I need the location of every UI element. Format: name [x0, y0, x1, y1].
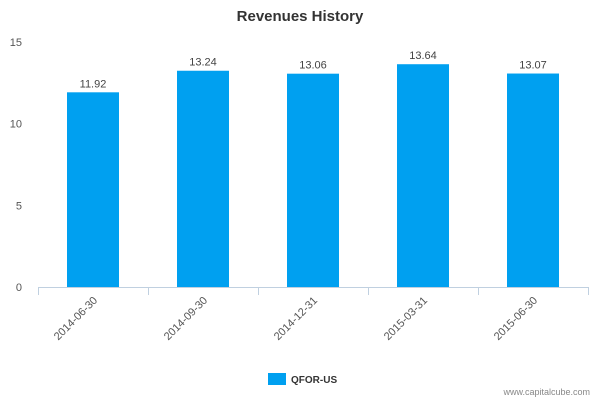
x-tick-label: 2014-06-30 — [52, 295, 100, 343]
x-tick-label: 2015-03-31 — [382, 295, 430, 343]
y-tick-label: 0 — [16, 282, 22, 294]
x-axis-ticks — [38, 287, 589, 295]
x-tick-label: 2014-09-30 — [162, 295, 210, 343]
chart-title: Revenues History — [237, 8, 364, 25]
data-label: 13.64 — [409, 50, 437, 62]
bar[interactable] — [177, 70, 229, 287]
y-axis: 0 5 10 15 — [10, 37, 22, 294]
legend[interactable]: QFOR-US — [268, 373, 337, 386]
bars — [67, 64, 559, 287]
data-label: 13.24 — [189, 57, 217, 69]
y-tick-label: 5 — [16, 200, 22, 212]
legend-swatch — [268, 373, 286, 385]
bar[interactable] — [67, 92, 119, 287]
data-labels: 11.92 13.24 13.06 13.64 13.07 — [80, 50, 547, 90]
x-tick-label: 2015-06-30 — [492, 295, 540, 343]
data-label: 11.92 — [80, 78, 107, 90]
bar[interactable] — [507, 73, 559, 287]
y-tick-label: 15 — [10, 37, 22, 49]
legend-label: QFOR-US — [291, 375, 337, 386]
bar[interactable] — [287, 73, 339, 287]
bar[interactable] — [397, 64, 449, 287]
y-tick-label: 10 — [10, 119, 22, 131]
x-tick-label: 2014-12-31 — [272, 295, 320, 343]
data-label: 13.06 — [299, 60, 327, 72]
x-axis-labels: 2014-06-30 2014-09-30 2014-12-31 2015-03-31… — [52, 295, 540, 343]
credit-text: www.capitalcube.com — [502, 387, 590, 397]
data-label: 13.07 — [519, 60, 547, 72]
